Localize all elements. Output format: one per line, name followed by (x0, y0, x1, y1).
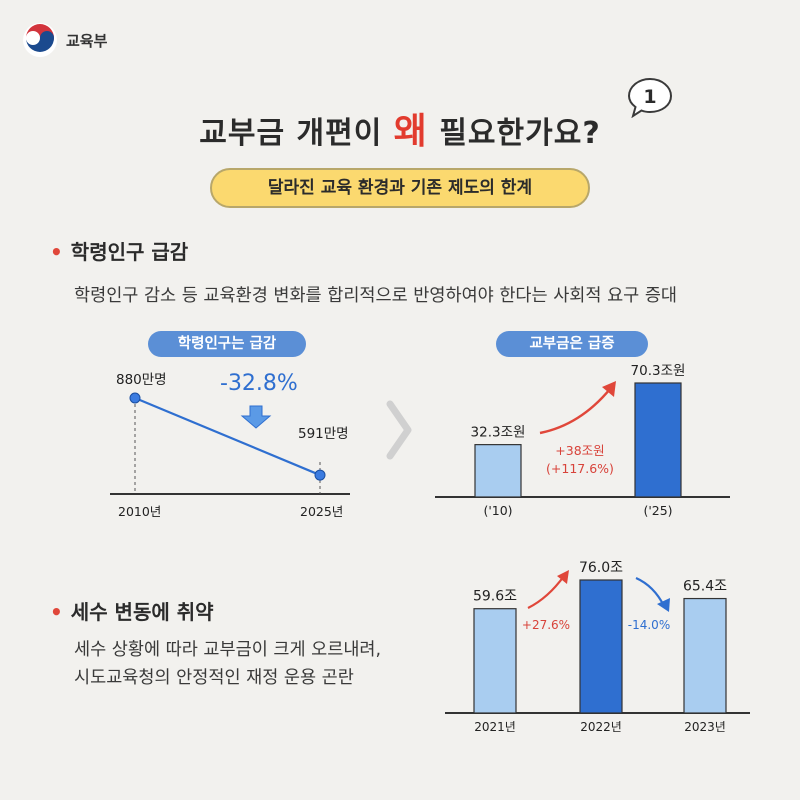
arrow-head-icon (557, 570, 569, 584)
chart2-bar-2025 (634, 382, 682, 498)
section1-description: 학령인구 감소 등 교육환경 변화를 합리적으로 반영하여야 한다는 사회적 요… (74, 286, 678, 306)
ministry-name: 교육부 (66, 31, 108, 50)
subtitle-badge: 달라진 교육 환경과 기존 제도의 한계 (210, 168, 590, 208)
chart3-change-down: -14.0% (628, 618, 670, 632)
chart2-increase-arrow (539, 388, 611, 435)
yearly-grant-bar-chart: 59.6조 76.0조 65.4조 +27.6% -14.0% 2021년 20… (445, 560, 750, 734)
chart3-x-label-2023: 2023년 (684, 720, 726, 734)
bubble-number: 1 (643, 86, 656, 108)
section1-title-text: 학령인구 급감 (70, 240, 189, 264)
title-text-after: 필요한가요? (427, 116, 601, 151)
chart1-point-2010 (129, 392, 141, 404)
chart2-x-label-2025: ('25) (643, 503, 672, 518)
chart1-title-chip: 학령인구는 급감 (148, 331, 306, 357)
chart1-series-line (134, 396, 321, 477)
page-title: 교부금 개편이 왜 필요한가요? (0, 102, 800, 154)
chart3-bar-2021 (473, 608, 517, 714)
ministry-logo (23, 23, 57, 57)
chart3-value-label-2021: 59.6조 (473, 589, 517, 605)
chart1-change-annotation: -32.8% (220, 371, 298, 396)
chart2-x-label-2010: ('10) (483, 503, 512, 518)
chart1-point-label-2010: 880만명 (116, 372, 167, 388)
chart1-point-2025 (314, 469, 326, 481)
title-highlight: 왜 (393, 111, 428, 152)
chart1-point-label-2025: 591만명 (298, 426, 349, 442)
chart2-change-percent: (+117.6%) (546, 461, 614, 476)
chart2-title-chip: 교부금은 급증 (496, 331, 648, 357)
section2-description-line1: 세수 상황에 따라 교부금이 크게 오르내려, (74, 640, 382, 660)
section2-title: • 세수 변동에 취약 (50, 596, 214, 625)
chart1-x-label-2010: 2010년 (118, 504, 161, 519)
bullet-icon: • (50, 600, 63, 624)
chart3-change-up: +27.6% (522, 618, 570, 632)
chart3-bar-2022 (579, 579, 623, 714)
chart3-value-label-2023: 65.4조 (683, 579, 727, 595)
section2-description-line2: 시도교육청의 안정적인 재정 운용 곤란 (74, 668, 354, 688)
chart3-value-label-2022: 76.0조 (579, 560, 623, 576)
arrow-head-icon (602, 381, 616, 397)
section2-title-text: 세수 변동에 취약 (70, 600, 214, 624)
chart3-x-label-2021: 2021년 (474, 720, 516, 734)
chart3-increase-arrow (527, 575, 565, 609)
header: 교육부 (22, 22, 107, 58)
population-line-chart: 880만명 591만명 -32.8% 2010년 2025년 (110, 371, 350, 519)
down-arrow-icon (240, 405, 272, 429)
title-text-before: 교부금 개편이 (199, 116, 394, 151)
chart2-bar-2010 (474, 444, 522, 498)
number-bubble: 1 (627, 77, 673, 118)
arrow-head-icon (657, 598, 670, 612)
chart3-x-label-2022: 2022년 (580, 720, 622, 734)
chevron-right-icon (386, 400, 412, 460)
chart2-value-label-2010: 32.3조원 (471, 425, 526, 441)
chart3-decrease-arrow (635, 576, 665, 607)
chart2-change-amount: +38조원 (555, 443, 604, 458)
chart3-bar-2023 (683, 597, 727, 714)
bullet-icon: • (50, 240, 63, 264)
grant-bar-chart: 32.3조원 70.3조원 +38조원 (+117.6%) ('10) ('25… (435, 363, 730, 518)
chart2-value-label-2025: 70.3조원 (631, 363, 686, 379)
chart1-x-label-2025: 2025년 (300, 504, 343, 519)
section2-description: 세수 상황에 따라 교부금이 크게 오르내려, 시도교육청의 안정적인 재정 운… (74, 636, 381, 692)
section1-title: • 학령인구 급감 (50, 236, 188, 265)
